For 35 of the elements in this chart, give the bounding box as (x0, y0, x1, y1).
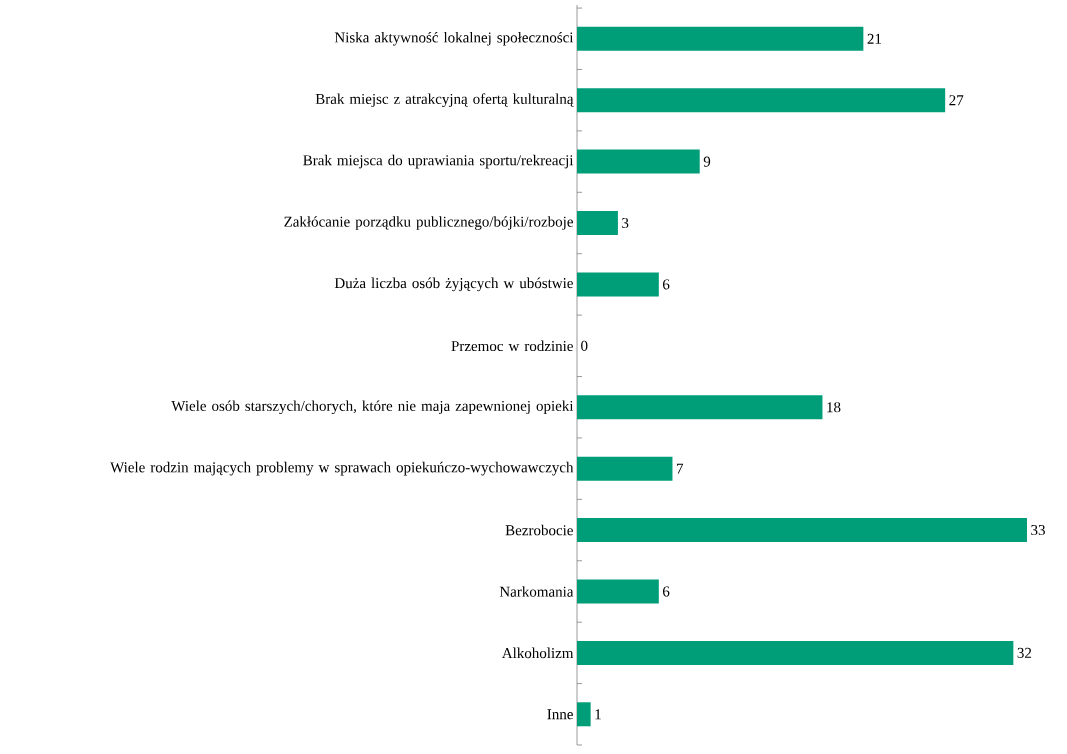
bar (577, 272, 659, 297)
data-label: 6 (663, 586, 670, 597)
data-label: 3 (622, 217, 629, 229)
bar (577, 456, 673, 481)
y-tick-label: Przemoc w rodzinie (451, 340, 573, 352)
y-tick-label: Wiele osób starszych/chorych, które nie maja zapewnionej opieki (171, 400, 574, 415)
bar (577, 149, 700, 174)
bar (577, 579, 659, 604)
data-label: 21 (867, 33, 881, 44)
y-tick-label: Brak miejsc z atrakcyjną ofertą kulturalną (315, 93, 574, 108)
data-label: 33 (1031, 525, 1045, 536)
y-tick-label: Duża liczba osób żyjących w ubóstwie (334, 277, 573, 292)
bar (577, 702, 591, 727)
data-label: 18 (827, 402, 841, 413)
bar (577, 211, 618, 236)
y-tick-label: Zakłócanie porządku publicznego/bójki/rozboje (284, 216, 573, 230)
y-tick-label: Bezrobocie (505, 524, 573, 536)
y-tick-label: Alkoholizm (501, 647, 574, 659)
data-label: 0 (581, 340, 588, 351)
data-label: 1 (595, 709, 601, 720)
y-tick-label: Wiele rodzin mających problemy w sprawach opiekuńczo-wychowawczych (110, 461, 574, 476)
data-label: 32 (1017, 647, 1032, 658)
bar (577, 26, 864, 51)
data-label: 7 (676, 463, 684, 474)
bar (577, 518, 1027, 543)
bar (577, 395, 823, 420)
data-label: 9 (703, 156, 711, 167)
bar (577, 640, 1014, 665)
y-tick-label: Brak miejsca do uprawiania sportu/rekreacji (303, 154, 574, 169)
data-label: 27 (949, 95, 964, 106)
bar (577, 88, 946, 113)
y-tick-label: Narkomania (499, 586, 574, 597)
data-label: 6 (663, 279, 670, 290)
y-tick-label: Niska aktywność lokalnej społeczności (334, 31, 574, 46)
y-tick-label: Inne (547, 709, 573, 720)
